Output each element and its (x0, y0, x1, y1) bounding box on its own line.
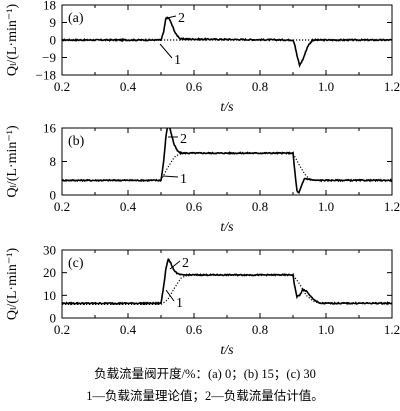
x-tick-label: 0.2 (54, 199, 70, 214)
callout-1-leader (159, 43, 173, 59)
x-tick-label: 0.2 (54, 322, 70, 337)
callout-1-leader (165, 289, 175, 302)
panels: 0.2 0.4 0.6 0.8 1.0 1.21890−9−18(a)t/sQₗ/(L·m… (5, 0, 400, 358)
y-tick-label: 9 (50, 15, 57, 30)
callout-1-leader (162, 175, 179, 178)
series-2-estimated-line (62, 257, 392, 306)
y-axis-title: Qₗ/(L·min⁻¹) (5, 248, 20, 321)
x-tick-label: 0.6 (186, 79, 203, 94)
x-axis-title: t/s (220, 100, 234, 115)
y-tick-label: 18 (43, 0, 56, 13)
plot-frame (61, 127, 393, 196)
callout-2-label: 2 (182, 256, 189, 271)
x-tick-label: 0.4 (120, 79, 137, 94)
y-tick-label: 20 (43, 265, 56, 280)
x-tick-label: 0.6 (186, 199, 203, 214)
y-tick-label: 30 (43, 243, 56, 258)
y-tick-label: 10 (43, 288, 56, 303)
y-tick-label: 0 (50, 33, 57, 48)
x-tick-label: 0.4 (120, 199, 137, 214)
x-tick-label: 0.4 (120, 322, 137, 337)
panel-label: (b) (68, 134, 85, 149)
x-tick-label: 1.0 (318, 322, 334, 337)
callout-1-label: 1 (174, 53, 181, 68)
y-axis-title: Qₗ/(L·min⁻¹) (5, 4, 20, 77)
series-2-estimated-line (62, 128, 392, 195)
x-tick-label: 0.8 (252, 199, 268, 214)
panel-label: (a) (68, 11, 84, 26)
panel-label: (c) (68, 256, 84, 271)
x-tick-label: 0.8 (252, 79, 268, 94)
y-tick-label: −9 (42, 50, 56, 65)
callout-2-leader (166, 15, 177, 19)
series-1-theoretical-line (62, 152, 392, 181)
panel-2: 0.2 0.4 0.6 0.8 1.0 1.2 16 8 0 (b) t/s Qₗ/(L·min⁻¹)… (5, 121, 400, 236)
y-tick-label: −18 (36, 68, 56, 83)
callout-1-label: 1 (180, 172, 187, 187)
y-tick-label: 0 (50, 311, 57, 326)
callout-1-label: 1 (176, 296, 183, 311)
callout-2-leader (169, 260, 181, 270)
y-tick-label: 0 (50, 188, 57, 203)
y-tick-label: 8 (50, 154, 57, 169)
x-tick-label: 0.2 (54, 79, 70, 94)
x-axis-title: t/s (220, 220, 234, 235)
x-axis-title: t/s (220, 343, 234, 358)
caption-line-2: 1—负载流量理论值；2—负载流量估计值。 (86, 388, 324, 403)
caption-line-1: 负载流量阀开度/%：(a) 0；(b) 15；(c) 30 (94, 366, 316, 381)
y-tick-label: 16 (43, 121, 57, 136)
panel-1: 0.2 0.4 0.6 0.8 1.0 1.2 18 9 0 −9 −18 (a) t/s Qₗ/(L·m… (5, 0, 400, 115)
y-axis-title: Qₗ/(L·min⁻¹) (5, 125, 20, 198)
x-tick-label: 1.2 (384, 199, 400, 214)
callout-2-label: 2 (178, 11, 185, 26)
x-tick-label: 1.2 (384, 79, 400, 94)
panel-3: 0.2 0.4 0.6 0.8 1.0 1.2 30 20 10 0 (c) t/s Qₗ/(L·min… (5, 243, 400, 359)
x-tick-label: 1.2 (384, 322, 400, 337)
series-2-estimated-line (62, 16, 392, 68)
x-tick-label: 0.8 (252, 322, 268, 337)
plot-frame (61, 249, 393, 319)
x-tick-label: 0.6 (186, 322, 203, 337)
x-tick-label: 1.0 (318, 79, 334, 94)
callout-2-label: 2 (180, 132, 187, 147)
x-tick-label: 1.0 (318, 199, 334, 214)
series-1-theoretical-line (62, 274, 392, 305)
